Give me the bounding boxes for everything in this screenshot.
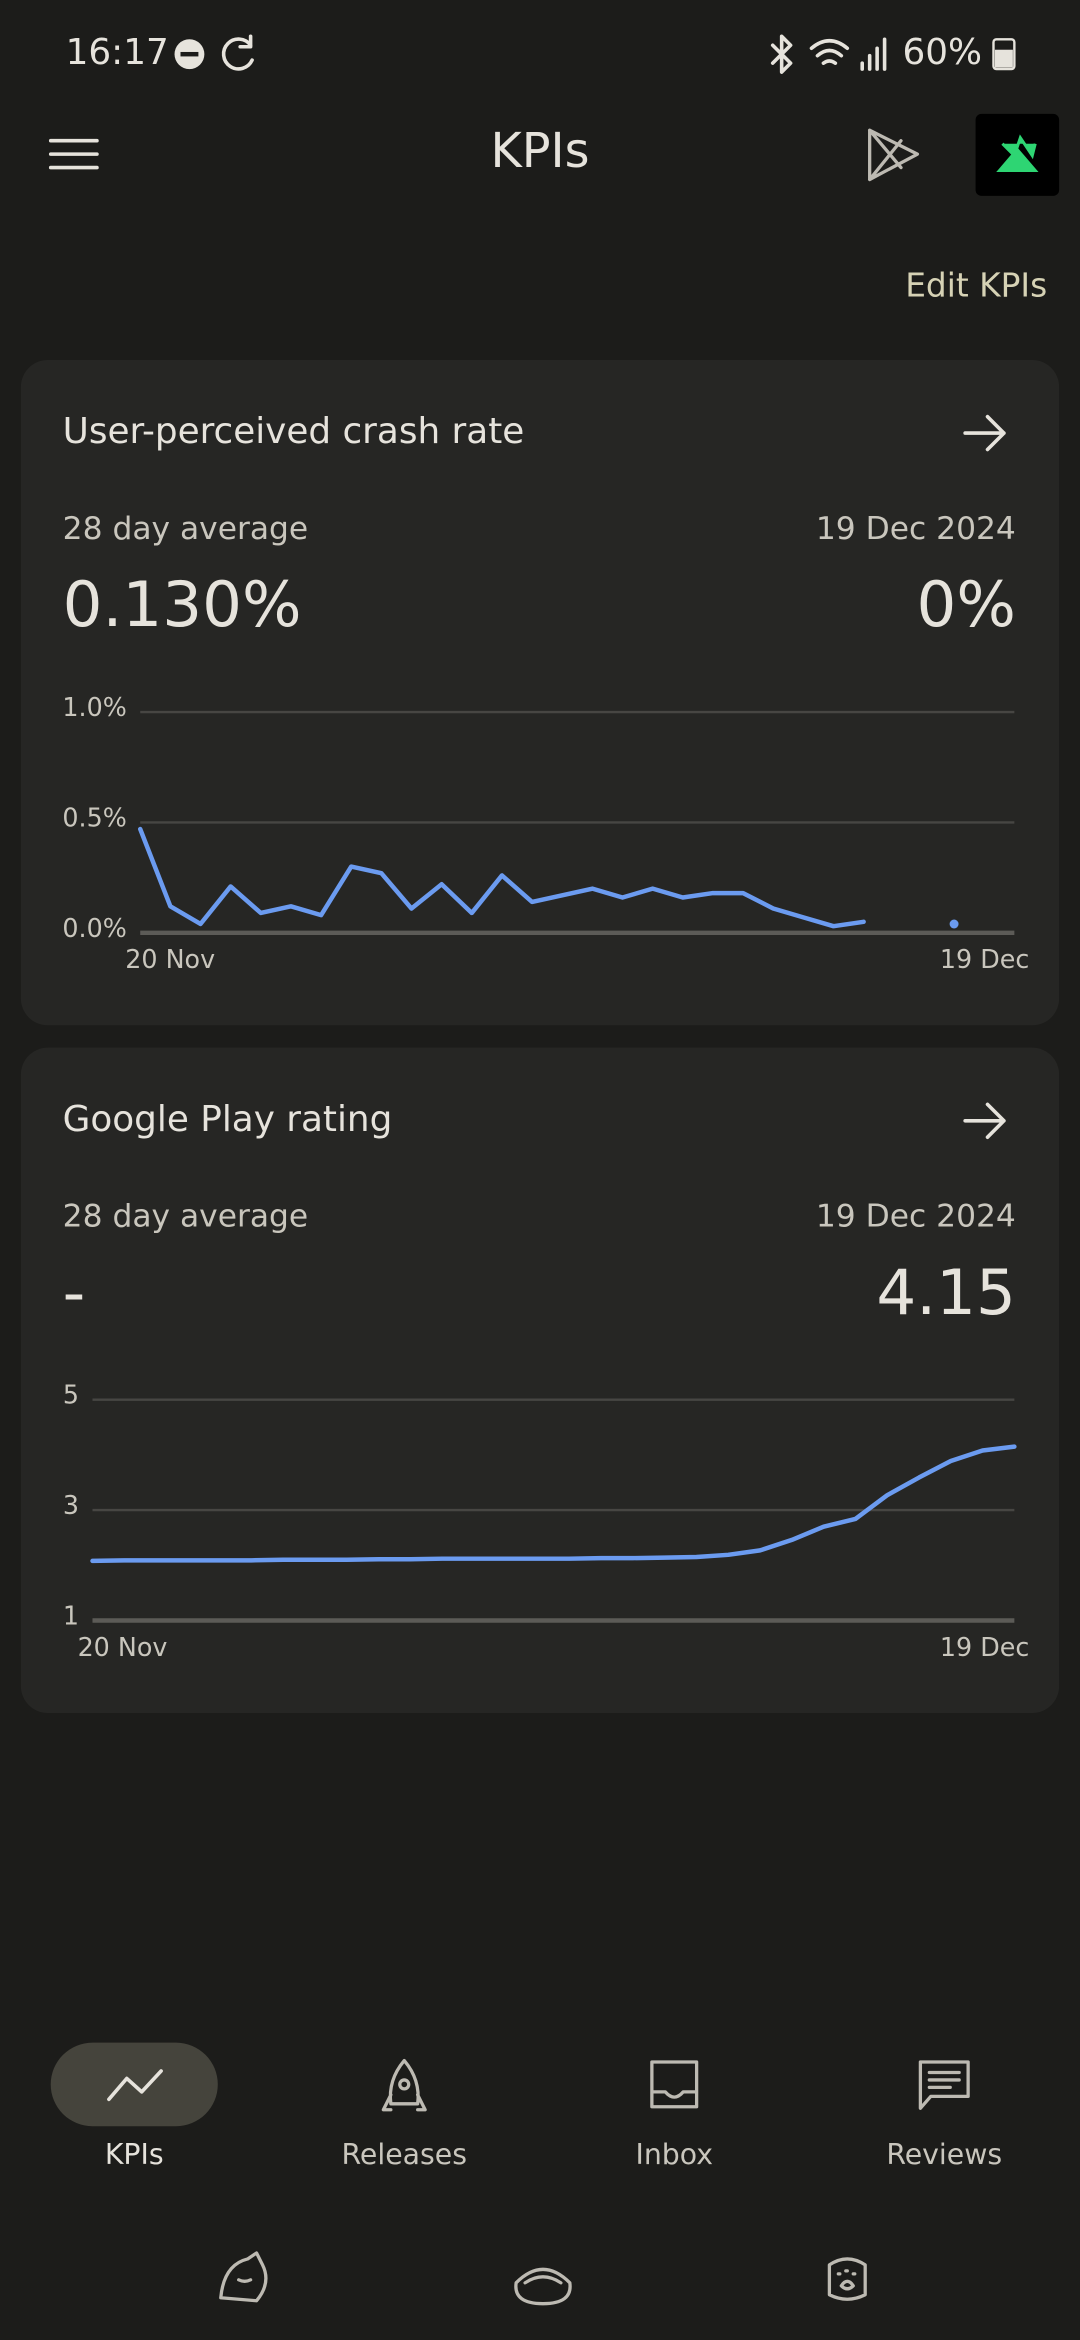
date-label: 19 Dec 2024: [816, 511, 1016, 547]
avg-label: 28 day average: [63, 511, 309, 547]
rating-card[interactable]: [20, 1047, 1060, 1713]
avg-value: 0.130%: [63, 568, 302, 641]
wifi-icon: [809, 38, 850, 65]
date-value: 0%: [916, 568, 1015, 641]
y-tick-label: 1.0%: [62, 692, 126, 722]
releases-icon[interactable]: [381, 2058, 427, 2112]
open-arrow[interactable]: [963, 1102, 1006, 1139]
play-console-icon[interactable]: [868, 128, 920, 182]
y-tick-label: 0.5%: [62, 802, 126, 832]
nav-label[interactable]: Reviews: [886, 2138, 1002, 2171]
date-label: 19 Dec 2024: [816, 1199, 1016, 1235]
battery-icon: [992, 38, 1016, 71]
card-title: Google Play rating: [63, 1099, 393, 1140]
y-tick-label: 3: [63, 1490, 79, 1520]
nav-label[interactable]: KPIs: [105, 2138, 164, 2171]
battery-fill: [994, 49, 1013, 68]
data-point: [949, 919, 959, 929]
kpis-icon[interactable]: [107, 2069, 163, 2102]
page-title: KPIs: [490, 124, 589, 179]
dnd-bar: [180, 51, 199, 57]
reviews-icon[interactable]: [918, 2060, 970, 2110]
data-line: [90, 1444, 1017, 1564]
paw-icon[interactable]: [827, 2257, 867, 2301]
app-logo: [996, 134, 1039, 173]
pet-bed-icon[interactable]: [514, 2267, 572, 2306]
battery-level: 60%: [902, 32, 982, 73]
open-arrow[interactable]: [963, 414, 1006, 452]
card-title: User-perceived crash rate: [63, 411, 525, 452]
x-tick-label: 19 Dec: [940, 944, 1029, 974]
nav-label[interactable]: Releases: [342, 2138, 467, 2171]
pet-icon[interactable]: [219, 2251, 268, 2303]
bluetooth-icon: [770, 34, 793, 74]
x-tick-label: 20 Nov: [125, 944, 215, 974]
status-time: 16:17: [66, 32, 169, 73]
avg-value: -: [63, 1256, 86, 1329]
inbox-icon[interactable]: [650, 2060, 699, 2109]
date-value: 4.15: [876, 1256, 1015, 1329]
y-tick-label: 0.0%: [62, 913, 126, 943]
avg-label: 28 day average: [63, 1199, 309, 1235]
x-tick-label: 20 Nov: [78, 1632, 168, 1662]
menu-button[interactable]: [48, 138, 99, 170]
crash-card[interactable]: [20, 360, 1060, 1026]
sync-icon: [221, 34, 254, 71]
nav-label[interactable]: Inbox: [635, 2138, 713, 2171]
y-tick-label: 5: [63, 1380, 79, 1410]
x-tick-label: 19 Dec: [940, 1632, 1029, 1662]
y-tick-label: 1: [63, 1601, 79, 1631]
edit-kpis-button[interactable]: Edit KPIs: [905, 266, 1047, 304]
signal-icon: [860, 37, 887, 71]
